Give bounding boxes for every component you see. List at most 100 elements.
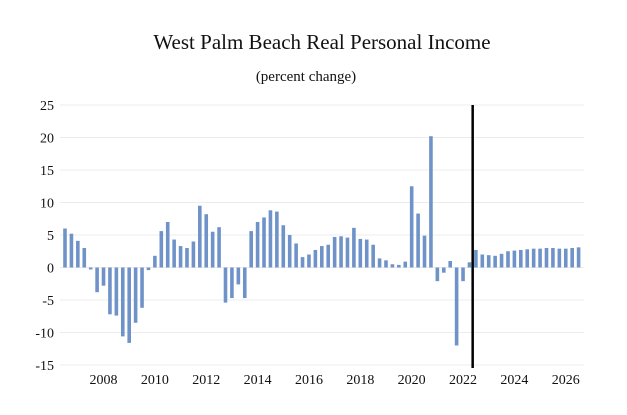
bar bbox=[448, 261, 452, 268]
bar bbox=[454, 267, 459, 346]
bar bbox=[512, 250, 517, 268]
bar bbox=[409, 186, 414, 268]
chart-title: West Palm Beach Real Personal Income bbox=[153, 30, 490, 54]
bar bbox=[345, 237, 350, 268]
bar bbox=[377, 258, 382, 268]
y-tick-label: -10 bbox=[35, 327, 54, 342]
bar bbox=[352, 227, 356, 268]
x-tick-label: 2008 bbox=[90, 373, 118, 388]
bar bbox=[165, 222, 170, 268]
bar bbox=[326, 244, 331, 268]
bar bbox=[95, 267, 99, 293]
y-tick-label: 25 bbox=[40, 99, 54, 114]
bar bbox=[294, 243, 298, 268]
x-tick-label: 2016 bbox=[295, 373, 323, 388]
bar bbox=[570, 248, 574, 268]
x-tick-label: 2020 bbox=[398, 373, 426, 388]
bar bbox=[76, 240, 80, 268]
bar bbox=[236, 267, 241, 285]
bar bbox=[384, 260, 388, 268]
bar bbox=[551, 248, 555, 268]
x-tick-label: 2018 bbox=[346, 373, 374, 388]
bar bbox=[403, 261, 408, 268]
chart-subtitle: (percent change) bbox=[256, 69, 356, 85]
bar bbox=[422, 235, 427, 268]
bar bbox=[268, 210, 273, 268]
bar bbox=[320, 246, 324, 268]
bar bbox=[390, 264, 395, 268]
bar bbox=[416, 213, 420, 268]
bar bbox=[281, 225, 286, 268]
bar bbox=[371, 244, 375, 268]
bar bbox=[146, 267, 151, 271]
bar bbox=[563, 248, 568, 268]
bar bbox=[486, 255, 491, 268]
bar bbox=[172, 239, 176, 268]
y-tick-label: -15 bbox=[35, 359, 54, 374]
bar bbox=[576, 247, 581, 268]
bar bbox=[429, 136, 433, 268]
bar bbox=[249, 231, 253, 268]
bar bbox=[114, 267, 119, 316]
bar bbox=[519, 249, 523, 268]
bar bbox=[275, 211, 279, 268]
bar bbox=[255, 222, 260, 268]
x-tick-label: 2012 bbox=[192, 373, 220, 388]
bar bbox=[435, 267, 440, 282]
x-tick-label: 2026 bbox=[552, 373, 580, 388]
bar bbox=[120, 267, 125, 337]
bar bbox=[480, 254, 485, 268]
bar bbox=[217, 227, 221, 268]
bar bbox=[140, 267, 144, 308]
bar bbox=[63, 228, 67, 268]
y-tick-label: 15 bbox=[40, 164, 54, 179]
y-tick-label: -5 bbox=[42, 294, 54, 309]
bar bbox=[101, 267, 106, 286]
bar bbox=[198, 205, 202, 268]
x-tick-label: 2014 bbox=[244, 373, 272, 388]
bar bbox=[88, 267, 93, 270]
bar bbox=[191, 241, 196, 268]
bar bbox=[300, 257, 305, 268]
grid-lines bbox=[60, 104, 584, 366]
bar bbox=[493, 255, 497, 268]
bar bbox=[230, 267, 234, 299]
bar bbox=[538, 248, 542, 268]
y-tick-label: 5 bbox=[47, 229, 54, 244]
bar bbox=[544, 248, 549, 268]
bar bbox=[262, 217, 266, 268]
bar bbox=[499, 253, 504, 268]
bar bbox=[339, 236, 343, 268]
bar bbox=[178, 246, 183, 268]
bar bbox=[397, 264, 401, 268]
bar bbox=[364, 239, 369, 268]
bar bbox=[557, 248, 562, 268]
x-axis-ticks: 2008 2010 2012 2014 2016 2018 2020 2022 2024 2026 bbox=[90, 373, 580, 388]
bar bbox=[461, 267, 465, 282]
bar bbox=[82, 248, 87, 268]
bar bbox=[127, 267, 131, 343]
bar bbox=[185, 248, 189, 268]
bar bbox=[525, 249, 530, 268]
x-tick-label: 2010 bbox=[141, 373, 169, 388]
bar bbox=[467, 262, 472, 268]
bar bbox=[307, 254, 311, 268]
bar bbox=[153, 255, 157, 268]
y-tick-label: 0 bbox=[47, 262, 54, 277]
bar bbox=[242, 267, 247, 299]
bar bbox=[210, 231, 215, 268]
bar bbox=[441, 267, 446, 273]
bar bbox=[358, 238, 363, 268]
bar bbox=[313, 249, 318, 268]
y-tick-label: 20 bbox=[40, 132, 54, 147]
bar bbox=[531, 248, 536, 268]
bar bbox=[133, 267, 138, 323]
bar bbox=[287, 235, 292, 268]
bar bbox=[108, 267, 112, 315]
y-tick-label: 10 bbox=[40, 197, 54, 212]
bar bbox=[506, 251, 510, 268]
bars bbox=[63, 136, 581, 346]
bar bbox=[332, 236, 337, 268]
